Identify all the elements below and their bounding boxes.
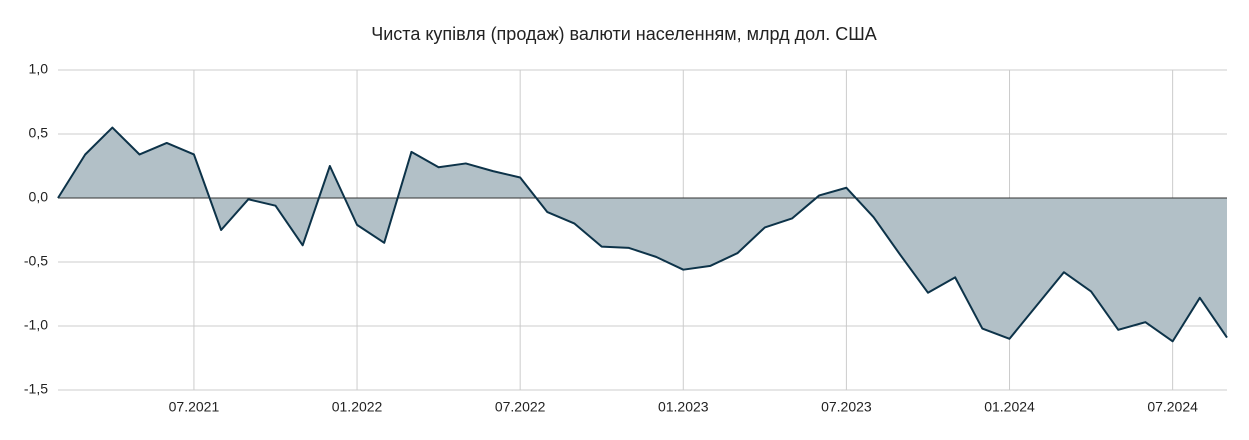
y-tick-label: -0,5 [24,253,48,269]
area [58,127,1227,342]
x-tick-label: 07.2024 [1147,399,1198,415]
x-tick-label: 07.2021 [169,399,220,415]
x-tick-label: 07.2023 [821,399,872,415]
x-tick-label: 07.2022 [495,399,546,415]
y-tick-label: -1,5 [24,381,48,397]
y-tick-label: 1,0 [29,61,49,77]
chart-title: Чиста купівля (продаж) валюти населенням… [371,24,877,44]
y-tick-label: -1,0 [24,317,48,333]
x-tick-label: 01.2023 [658,399,709,415]
y-tick-label: 0,0 [29,189,49,205]
y-tick-label: 0,5 [29,125,49,141]
x-tick-label: 01.2022 [332,399,383,415]
x-tick-label: 01.2024 [984,399,1035,415]
line [57,126,1228,343]
